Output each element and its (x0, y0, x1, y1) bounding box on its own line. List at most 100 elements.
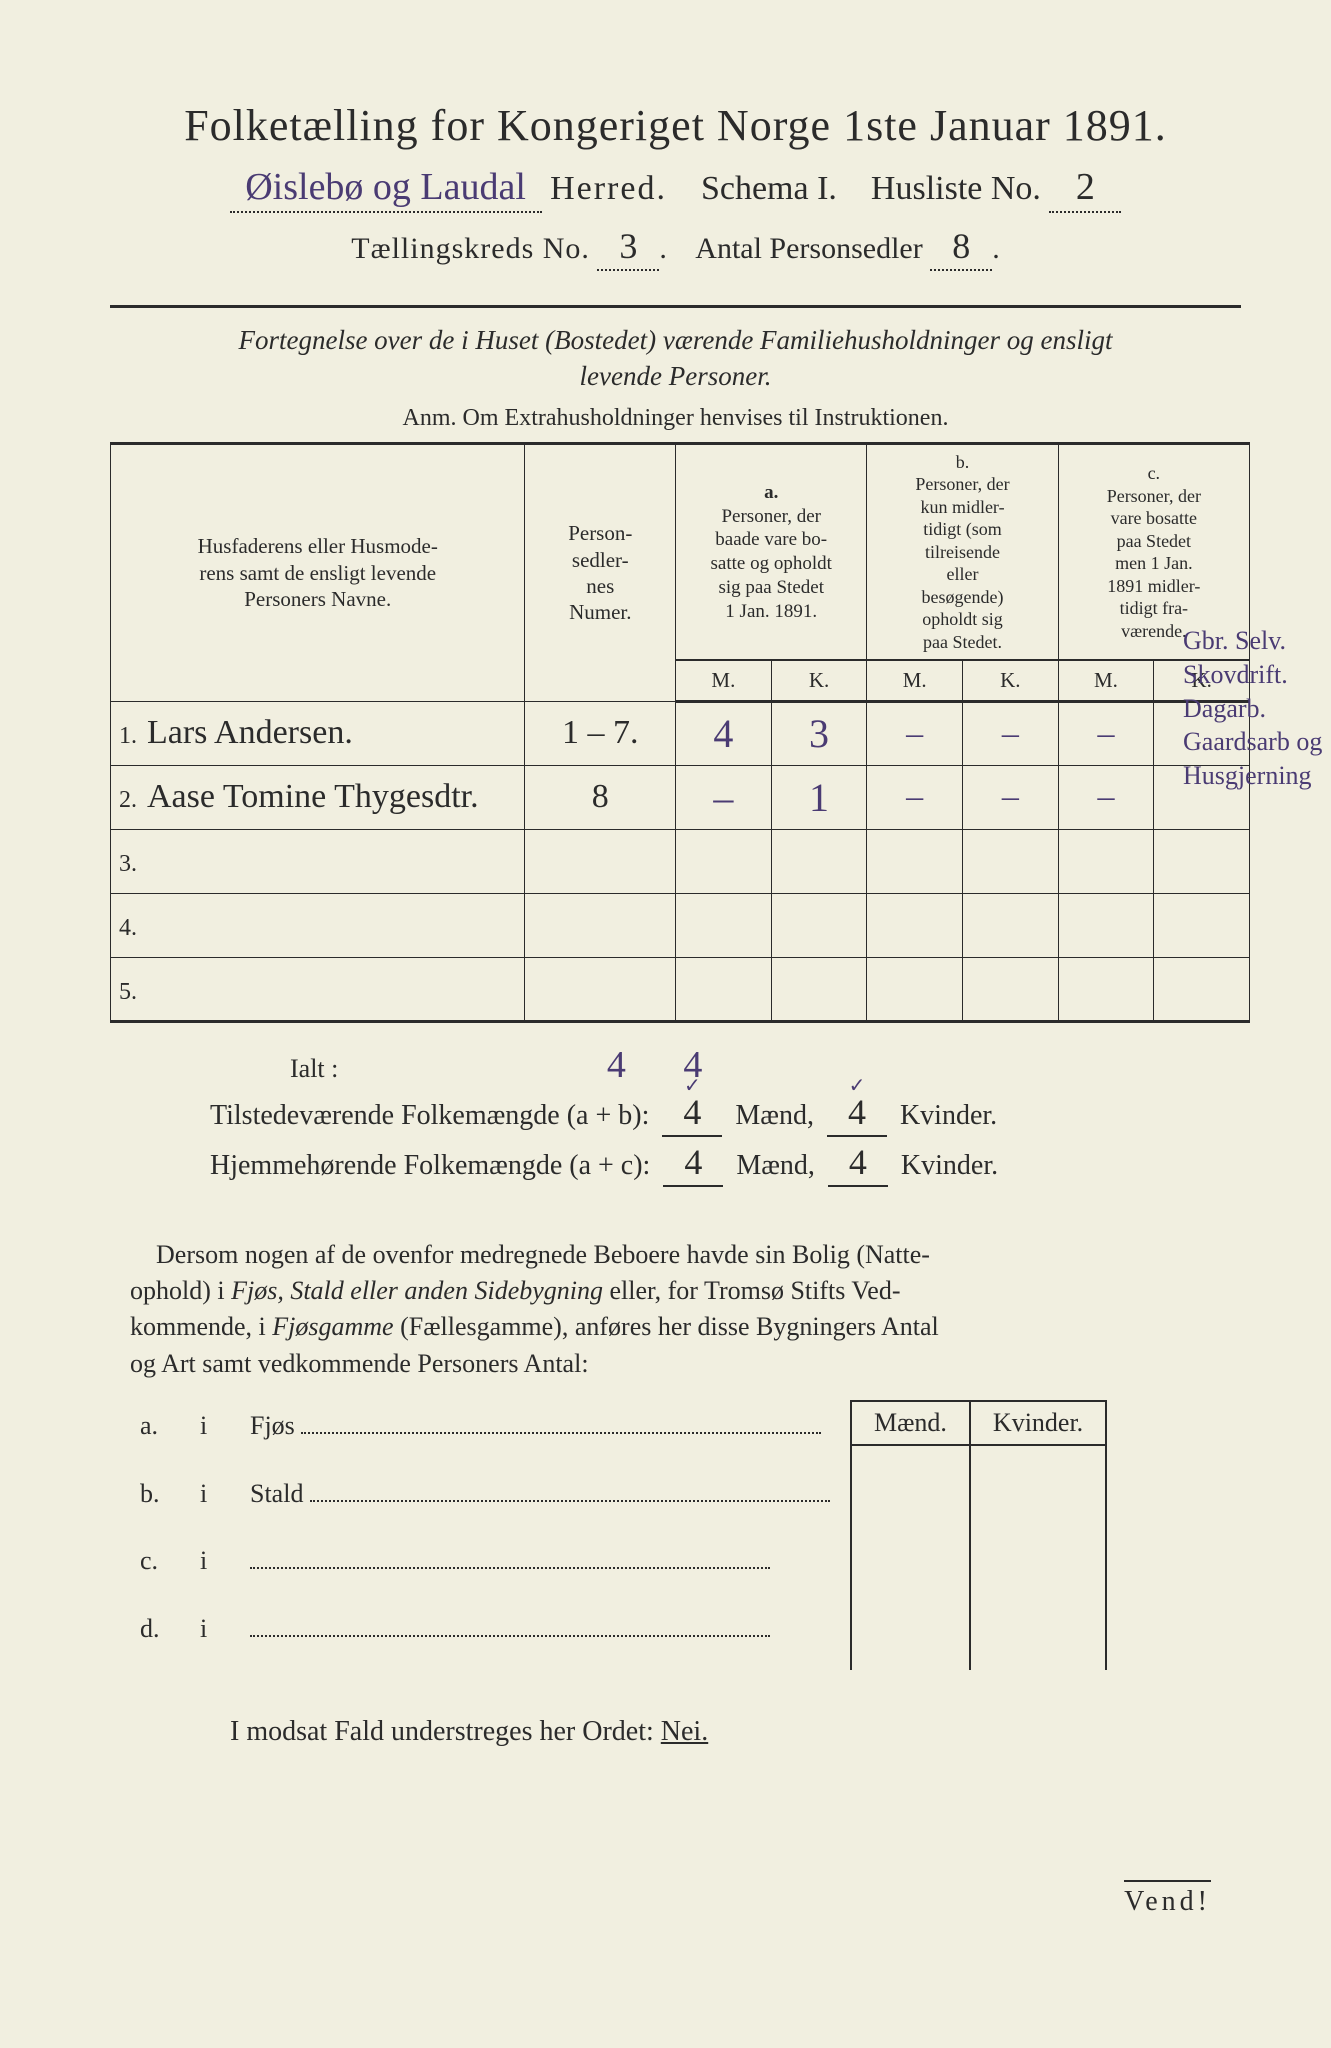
cell-b-m: – (867, 701, 963, 765)
cell-a-k: 1 (771, 765, 867, 829)
kvinder-label: Kvinder. (901, 1150, 998, 1181)
cell-a-k (771, 893, 867, 957)
table-row: 4. (111, 893, 1250, 957)
building-row: d.i (130, 1603, 840, 1671)
ialt-label: Ialt : (290, 1054, 338, 1083)
subheading-line1: Fortegnelse over de i Huset (Bostedet) v… (238, 325, 1112, 355)
cell-c-k (1154, 957, 1250, 1021)
building-row: a.iFjøs (130, 1400, 840, 1468)
col-header-num: Person- sedler- nes Numer. (525, 443, 676, 701)
building-i: i (190, 1603, 240, 1671)
row-number: 2. (119, 787, 143, 813)
hjemme-label: Hjemmehørende Folkemængde (a + c): (210, 1150, 650, 1181)
cell-c-m: – (1058, 701, 1154, 765)
col-b-m: M. (867, 661, 963, 701)
cell-c-k (1154, 893, 1250, 957)
bldg-kvinder-header: Kvinder. (970, 1401, 1106, 1445)
cell-c-m: – (1058, 765, 1154, 829)
building-letter: d. (130, 1603, 190, 1671)
building-letter: a. (130, 1400, 190, 1468)
subheading: Fortegnelse over de i Huset (Bostedet) v… (110, 305, 1241, 395)
cell-a-k (771, 957, 867, 1021)
building-name: Fjøs (240, 1400, 840, 1468)
table-row: 5. (111, 957, 1250, 1021)
buildings-mk-table: Mænd. Kvinder. (850, 1400, 1107, 1670)
cell-b-k (963, 829, 1059, 893)
col-b-k: K. (963, 661, 1059, 701)
kreds-no: 3 (597, 225, 659, 271)
cell-b-k (963, 893, 1059, 957)
nei-line: I modsat Fald understreges her Ordet: Ne… (230, 1716, 1261, 1748)
table-row: 3. (111, 829, 1250, 893)
kvinder-label: Kvinder. (900, 1100, 997, 1131)
ialt-row: Ialt : 4 4 (290, 1043, 1261, 1087)
bldg-maend-header: Mænd. (851, 1401, 970, 1445)
header-line-3: Tællingskreds No. 3. Antal Personsedler … (90, 225, 1261, 271)
cell-b-k (963, 957, 1059, 1021)
totals-hjemme: Hjemmehørende Folkemængde (a + c): 4 Mæn… (210, 1141, 1261, 1187)
cell-c-m (1058, 829, 1154, 893)
cell-a-m (676, 893, 772, 957)
building-i: i (190, 1400, 240, 1468)
building-name (240, 1535, 840, 1603)
cell-a-k: 3 (771, 701, 867, 765)
cell-num: 8 (525, 765, 676, 829)
census-table: Husfaderens eller Husmode- rens samt de … (110, 442, 1250, 1023)
kreds-label: Tællingskreds No. (351, 232, 590, 265)
maend-label: Mænd, (735, 1100, 814, 1131)
col-header-a: a. Personer, der baade vare bo- satte og… (676, 443, 867, 660)
row-number: 4. (119, 915, 143, 941)
hjemme-k: 4 (828, 1141, 888, 1187)
cell-a-k (771, 829, 867, 893)
hjemme-m: 4 (663, 1141, 723, 1187)
col-c-m: M. (1058, 661, 1154, 701)
cell-b-m (867, 957, 963, 1021)
header-line-2: Øislebø og Laudal Herred. Schema I. Husl… (90, 165, 1261, 213)
col-header-b: b. Personer, der kun midler- tidigt (som… (867, 443, 1058, 660)
cell-a-m (676, 957, 772, 1021)
col-a-m: M. (676, 661, 772, 701)
totals-tilstede: Tilstedeværende Folkemængde (a + b): 4 M… (210, 1091, 1261, 1137)
husliste-no: 2 (1049, 165, 1121, 213)
cell-name: 2. Aase Tomine Thygesdtr. (111, 765, 525, 829)
personsedler-label: Antal Personsedler (695, 232, 922, 265)
table-row: 1. Lars Andersen.1 – 7.43––– (111, 701, 1250, 765)
building-row: c.i (130, 1535, 840, 1603)
building-row: b.iStald (130, 1468, 840, 1536)
person-name: Lars Andersen. (147, 714, 353, 751)
subheading-line2: levende Personer. (580, 361, 772, 391)
cell-name: 1. Lars Andersen. (111, 701, 525, 765)
building-i: i (190, 1468, 240, 1536)
buildings-list: a.iFjøs b.iStald c.i d.i (130, 1400, 840, 1670)
margin-annotation: Gbr. Selv. Skovdrift. Dagarb. Gaardsarb … (1183, 624, 1323, 793)
row-number: 3. (119, 851, 143, 877)
cell-a-m: – (676, 765, 772, 829)
cell-name: 5. (111, 957, 525, 1021)
vend-label: Vend! (1124, 1880, 1211, 1918)
husliste-label: Husliste No. (871, 170, 1041, 207)
cell-c-m (1058, 893, 1154, 957)
cell-b-m (867, 893, 963, 957)
cell-c-m (1058, 957, 1154, 1021)
cell-a-m: 4 (676, 701, 772, 765)
herred-label: Herred. (550, 170, 667, 207)
cell-a-m (676, 829, 772, 893)
buildings-block: a.iFjøs b.iStald c.i d.i Mænd. Kvinder. (130, 1400, 1241, 1670)
col-a-k: K. (771, 661, 867, 701)
tilstede-k: 4 (827, 1091, 887, 1137)
cell-name: 3. (111, 829, 525, 893)
building-i: i (190, 1535, 240, 1603)
tilstede-label: Tilstedeværende Folkemængde (a + b): (210, 1100, 649, 1131)
cell-num (525, 893, 676, 957)
cell-b-k: – (963, 701, 1059, 765)
nei-word: Nei. (661, 1716, 708, 1747)
person-name: Aase Tomine Thygesdtr. (147, 778, 479, 815)
schema-label: Schema I. (701, 170, 837, 207)
personsedler-no: 8 (930, 225, 992, 271)
col-header-name: Husfaderens eller Husmode- rens samt de … (111, 443, 525, 701)
tilstede-m: 4 (662, 1091, 722, 1137)
page-title: Folketælling for Kongeriget Norge 1ste J… (90, 100, 1261, 151)
building-letter: b. (130, 1468, 190, 1536)
maend-label: Mænd, (736, 1150, 815, 1181)
row-number: 1. (119, 723, 143, 749)
